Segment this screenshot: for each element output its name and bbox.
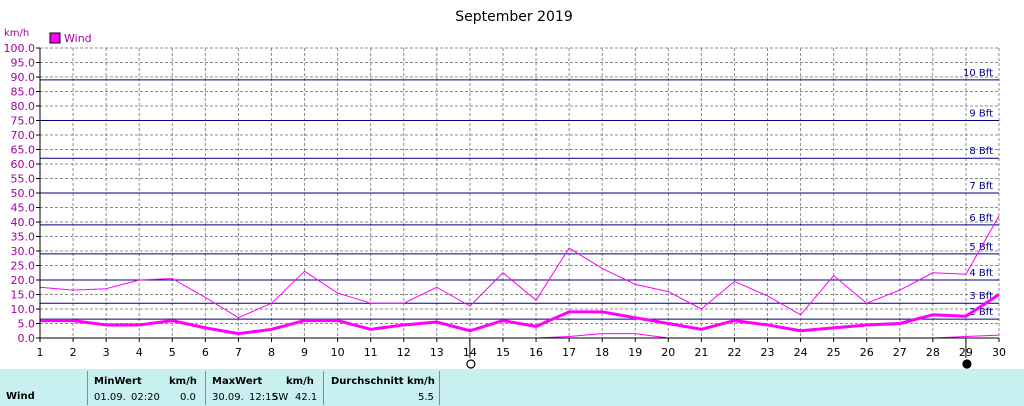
x-tick-label: 23 bbox=[761, 346, 775, 359]
y-tick-label: 40.0 bbox=[11, 216, 36, 229]
avg-value: 5.5 bbox=[418, 392, 434, 403]
x-tick-label: 11 bbox=[364, 346, 378, 359]
max-date: 30.09. bbox=[212, 392, 244, 403]
max-value: 42.1 bbox=[295, 392, 318, 403]
series-layer bbox=[39, 215, 1000, 339]
x-tick-label: 5 bbox=[169, 346, 176, 359]
x-tick-label: 27 bbox=[893, 346, 907, 359]
min-value: 0.0 bbox=[180, 392, 196, 403]
x-tick-label: 10 bbox=[331, 346, 345, 359]
x-tick-label: 8 bbox=[268, 346, 275, 359]
x-tick-label: 16 bbox=[529, 346, 543, 359]
min-unit: km/h bbox=[169, 376, 197, 387]
y-tick-label: 85.0 bbox=[11, 86, 36, 99]
series-line-max bbox=[39, 215, 1000, 319]
max-unit: km/h bbox=[286, 376, 314, 387]
x-tick-label: 25 bbox=[827, 346, 841, 359]
x-tick-label: 15 bbox=[496, 346, 510, 359]
y-tick-label: 80.0 bbox=[11, 100, 36, 113]
beaufort-label: 10 Bft bbox=[963, 68, 993, 79]
beaufort-label: 7 Bft bbox=[969, 181, 993, 192]
x-tick-label: 21 bbox=[694, 346, 708, 359]
min-header: MinWert bbox=[94, 376, 142, 387]
x-tick-label: 18 bbox=[595, 346, 609, 359]
y-tick-label: 75.0 bbox=[11, 115, 36, 128]
new-moon-icon bbox=[962, 359, 972, 369]
x-tick-label: 1 bbox=[37, 346, 44, 359]
x-tick-label: 22 bbox=[727, 346, 741, 359]
x-tick-label: 24 bbox=[794, 346, 808, 359]
max-time: 12:15 bbox=[249, 392, 278, 403]
x-tick-label: 4 bbox=[136, 346, 143, 359]
beaufort-label: 9 Bft bbox=[969, 109, 993, 120]
chart-title: September 2019 bbox=[455, 9, 572, 25]
min-date: 01.09. bbox=[94, 392, 126, 403]
series-line-min bbox=[40, 333, 1000, 339]
y-tick-label: 35.0 bbox=[11, 231, 36, 244]
max-direction: SW bbox=[272, 392, 289, 403]
beaufort-label: 8 Bft bbox=[969, 146, 993, 157]
x-tick-label: 2 bbox=[70, 346, 77, 359]
beaufort-label: 6 Bft bbox=[969, 213, 993, 224]
stats-panel: Wind MinWert km/h 01.09. 02:20 0.0 MaxWe… bbox=[0, 369, 1024, 406]
x-tick-label: 30 bbox=[992, 346, 1006, 359]
beaufort-label: 3 Bft bbox=[969, 291, 993, 302]
x-tick-label: 6 bbox=[202, 346, 209, 359]
beaufort-label: 4 Bft bbox=[969, 268, 993, 279]
y-axis-unit: km/h bbox=[4, 28, 29, 39]
wind-chart: September 2019 km/h Wind 2 Bft 3 Bft 4 Bft… bbox=[4, 9, 1007, 369]
x-tick-label: 28 bbox=[926, 346, 940, 359]
legend-label: Wind bbox=[64, 32, 92, 45]
stats-divider bbox=[439, 371, 440, 405]
x-tick-label: 26 bbox=[860, 346, 874, 359]
stats-divider bbox=[205, 371, 206, 405]
x-tick-label: 9 bbox=[301, 346, 308, 359]
y-tick-label: 90.0 bbox=[11, 71, 36, 84]
stats-divider bbox=[87, 371, 88, 405]
y-tick-label: 5.0 bbox=[18, 318, 36, 331]
x-tick-label: 17 bbox=[562, 346, 576, 359]
x-tick-label: 13 bbox=[430, 346, 444, 359]
y-tick-label: 60.0 bbox=[11, 158, 36, 171]
y-tick-label: 15.0 bbox=[11, 289, 36, 302]
avg-header: Durchschnitt km/h bbox=[331, 376, 435, 387]
y-tick-label: 95.0 bbox=[11, 57, 36, 70]
x-tick-label: 3 bbox=[103, 346, 110, 359]
y-tick-label: 55.0 bbox=[11, 173, 36, 186]
max-header: MaxWert bbox=[212, 376, 263, 387]
moon-phases bbox=[466, 340, 972, 369]
axes: 0.05.0 10.015.0 20.025.0 30.035.0 40.045.0 50… bbox=[4, 42, 1007, 359]
min-time: 02:20 bbox=[131, 392, 160, 403]
stats-row-label: Wind bbox=[6, 391, 35, 402]
x-tick-label: 19 bbox=[628, 346, 642, 359]
full-moon-icon bbox=[466, 359, 476, 369]
y-tick-label: 25.0 bbox=[11, 260, 36, 273]
y-tick-label: 50.0 bbox=[11, 187, 36, 200]
y-tick-label: 0.0 bbox=[18, 332, 36, 345]
beaufort-label: 2 Bft bbox=[969, 307, 993, 318]
stats-divider bbox=[323, 371, 324, 405]
y-tick-label: 65.0 bbox=[11, 144, 36, 157]
series-line-average bbox=[40, 293, 1000, 336]
x-tick-label: 7 bbox=[235, 346, 242, 359]
y-tick-label: 100.0 bbox=[4, 42, 36, 55]
y-tick-label: 20.0 bbox=[11, 274, 36, 287]
y-tick-label: 70.0 bbox=[11, 129, 36, 142]
legend-swatch bbox=[49, 32, 61, 44]
x-tick-label: 20 bbox=[661, 346, 675, 359]
y-tick-label: 10.0 bbox=[11, 303, 36, 316]
y-tick-label: 45.0 bbox=[11, 202, 36, 215]
y-tick-label: 30.0 bbox=[11, 245, 36, 258]
x-tick-label: 12 bbox=[397, 346, 411, 359]
